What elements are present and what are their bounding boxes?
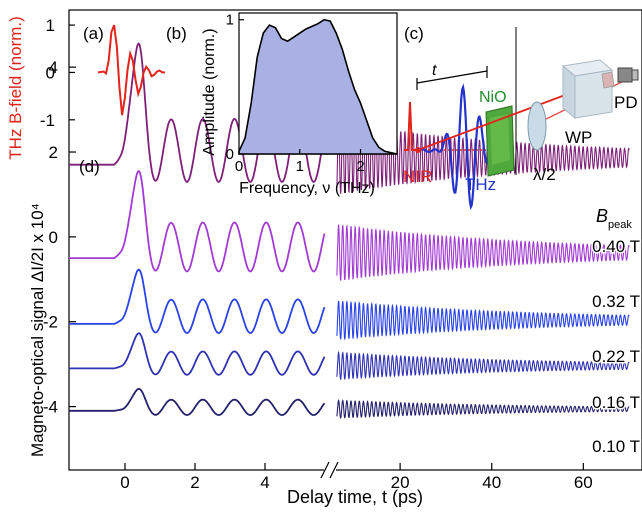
legend-label: 0.32 T [592, 292, 640, 311]
legend-label: 0.16 T [592, 393, 640, 412]
panel-a-ylabel: THz B-field (norm.) [6, 16, 25, 160]
panel-d-ytick-label: -4 [43, 398, 58, 417]
panel-d-ytick-label: -2 [43, 313, 58, 332]
trace-right-1 [336, 224, 630, 281]
legend-title: B [596, 206, 608, 226]
trace-right-3 [336, 350, 630, 381]
panel-c-label: (c) [404, 24, 424, 43]
nir-label: NIR [403, 167, 432, 186]
panel-d-ytick-label: 4 [49, 58, 58, 77]
panel-b-xlabel: Frequency, ν (THz) [239, 180, 375, 197]
trace-left-1 [69, 170, 326, 273]
panel-b-ytick-label: 1 [226, 12, 234, 29]
wp-label: WP [565, 128, 592, 147]
panel-b-spectrum [238, 18, 398, 155]
panel-d-ytick-label: 0 [49, 228, 58, 247]
trace-left-0 [69, 42, 326, 183]
trace-right-4 [336, 398, 630, 420]
panel-d-xticks: 0 2 4 20 40 60 [120, 463, 593, 492]
panel-d-xtick-label: 40 [482, 473, 501, 492]
panel-b-xtick-label: 1 [296, 158, 304, 175]
legend-label: 0.10 T [592, 437, 640, 456]
thz-pulse [417, 83, 496, 211]
panel-d-xtick-label: 20 [391, 473, 410, 492]
panel-a-ytick-label: 0 [46, 63, 55, 82]
delay-bracket [416, 70, 488, 84]
panel-a-yticks: 1 0 -1 [40, 16, 75, 130]
panel-a-trace [97, 24, 165, 116]
nio-label: NiO [479, 89, 507, 106]
panel-d-frame [68, 9, 642, 471]
delay-t-label: t [432, 62, 437, 79]
panel-d-ylabel: Magneto-optical signal ΔI/2I x 10⁴ [28, 203, 47, 457]
panel-a-ytick-label: 1 [46, 16, 55, 35]
panel-a-ytick-label: -1 [40, 111, 55, 130]
trace-left-3 [69, 332, 326, 376]
thz-label: THz [465, 175, 496, 194]
panel-b-xtick-label: 0 [235, 158, 243, 175]
legend-title-sub: peak [608, 219, 632, 231]
panel-d-xlabel: Delay time, t (ps) [287, 487, 423, 507]
panel-d-traces-left [69, 42, 326, 416]
panel-c: (c) t NIR THz NiO λ/2 WP [403, 24, 639, 211]
axis-break [320, 461, 339, 479]
panel-d-traces-right [336, 121, 630, 420]
legend-label: 0.22 T [592, 347, 640, 366]
half-wave-plate-label: λ/2 [533, 165, 556, 184]
photodetector [601, 67, 639, 89]
panel-d-ytick-label: 2 [49, 143, 58, 162]
panel-d-xtick-label: 2 [190, 473, 199, 492]
panel-d-xtick-label: 60 [574, 473, 593, 492]
legend-label: 0.40 T [592, 237, 640, 256]
panel-b-xtick-label: 2 [356, 158, 364, 175]
panel-d-yticks: 4 2 0 -2 -4 [43, 58, 76, 417]
trace-left-2 [69, 268, 326, 334]
nir-pulse [404, 101, 420, 151]
panel-d-label: (d) [79, 157, 100, 176]
wollaston-prism [561, 59, 614, 120]
trace-right-2 [336, 300, 630, 341]
panel-b-ytick-label: 0 [226, 146, 234, 163]
panel-b: 0 1 2 0 1 (b) Frequency, ν (THz) Amplitude (… [166, 12, 398, 197]
panel-a-label: (a) [83, 24, 104, 43]
panel-b-ticks: 0 1 2 0 1 [226, 12, 365, 175]
half-wave-plate [527, 101, 547, 151]
pd-label: PD [614, 93, 638, 112]
panel-d-xtick-label: 0 [120, 473, 129, 492]
panel-b-ylabel: Amplitude (norm.) [201, 28, 218, 155]
trace-left-4 [69, 387, 326, 416]
panel-a: (a) 1 0 -1 THz B-field (norm.) [6, 16, 165, 160]
panel-b-label: (b) [166, 24, 187, 43]
panel-d-xtick-label: 4 [260, 473, 269, 492]
